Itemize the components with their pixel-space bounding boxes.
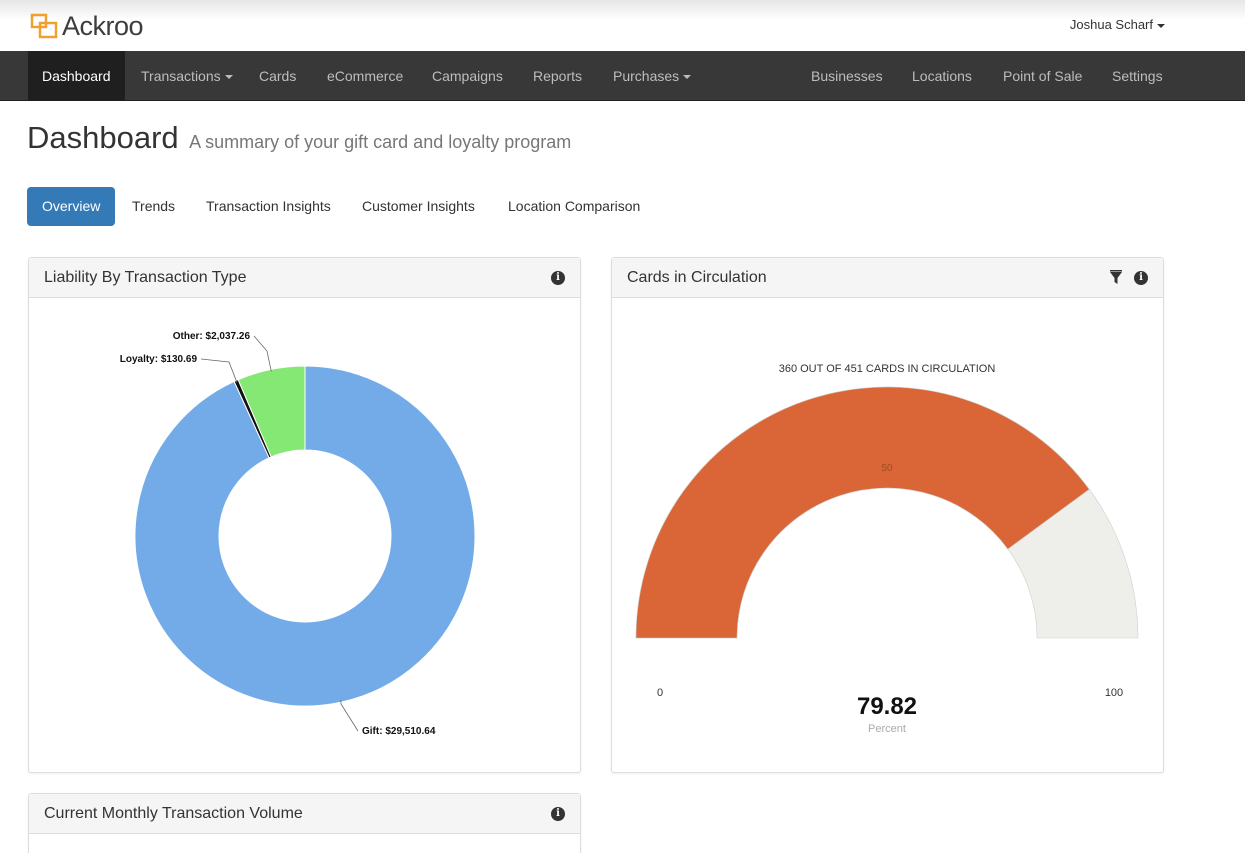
nav-label: Point of Sale: [1003, 68, 1083, 84]
user-menu[interactable]: Joshua Scharf: [1070, 17, 1165, 32]
nav-label: Campaigns: [432, 68, 503, 84]
monthly-volume-panel: Current Monthly Transaction Volume i: [28, 793, 581, 853]
liability-donut-chart: Gift: $29,510.64 Loyalty: $130.69 Other: $…: [120, 331, 476, 737]
page-title: Dashboard A summary of your gift card an…: [27, 120, 571, 156]
gauge-value: 79.82: [857, 693, 917, 720]
tab-label: Trends: [132, 198, 176, 214]
nav-transactions[interactable]: Transactions: [127, 51, 247, 101]
nav-label: Reports: [533, 68, 583, 84]
tab-transaction-insights[interactable]: Transaction Insights: [191, 187, 346, 226]
donut-label-other: Other: $2,037.26: [173, 331, 251, 342]
nav-label: Cards: [259, 68, 297, 84]
tab-label: Transaction Insights: [206, 198, 331, 214]
gauge-min-label: 0: [657, 687, 663, 699]
panel-heading: Cards in Circulation i: [612, 258, 1163, 298]
donut-label-loyalty: Loyalty: $130.69: [120, 354, 198, 365]
donut-label-gift: Gift: $29,510.64: [362, 726, 436, 737]
gauge-max-label: 100: [1105, 687, 1123, 699]
nav-label: Settings: [1112, 68, 1163, 84]
info-icon[interactable]: i: [551, 807, 565, 821]
page-title-text: Dashboard: [27, 120, 179, 155]
panel-title: Current Monthly Transaction Volume: [44, 805, 303, 822]
tab-trends[interactable]: Trends: [117, 187, 190, 226]
tab-label: Overview: [42, 198, 101, 214]
donut-connector-other: [253, 335, 272, 372]
chevron-down-icon: [224, 75, 233, 80]
nav-cards[interactable]: Cards: [245, 51, 310, 101]
gauge-fill: [635, 386, 1090, 639]
gauge-tick-label: 50: [881, 463, 893, 474]
nav-ecommerce[interactable]: eCommerce: [313, 51, 417, 101]
gauge-caption: 360 OUT OF 451 CARDS IN CIRCULATION: [779, 363, 996, 375]
nav-label: eCommerce: [327, 68, 404, 84]
donut-slice-gift[interactable]: [134, 365, 476, 707]
info-icon[interactable]: i: [1134, 271, 1148, 285]
nav-label: Transactions: [141, 68, 221, 84]
page-subtitle: A summary of your gift card and loyalty …: [189, 132, 572, 152]
gauge-unit-label: Percent: [868, 723, 906, 735]
tab-label: Location Comparison: [508, 198, 641, 214]
tab-label: Customer Insights: [362, 198, 475, 214]
chevron-down-icon: [1157, 23, 1165, 28]
panel-heading: Liability By Transaction Type i: [29, 258, 580, 298]
logo-mark-icon: [30, 13, 58, 39]
brand-name: Ackroo: [62, 10, 144, 41]
nav-label: Locations: [912, 68, 972, 84]
info-icon[interactable]: i: [551, 271, 565, 285]
panel-title: Cards in Circulation: [627, 269, 767, 286]
donut-connector-loyalty: [200, 358, 238, 383]
nav-point-of-sale[interactable]: Point of Sale: [989, 51, 1096, 101]
filter-icon[interactable]: [1109, 270, 1123, 286]
tab-location-comparison[interactable]: Location Comparison: [493, 187, 655, 226]
nav-label: Businesses: [811, 68, 883, 84]
nav-campaigns[interactable]: Campaigns: [418, 51, 517, 101]
ackroo-logo[interactable]: Ackroo: [30, 10, 144, 42]
nav-locations[interactable]: Locations: [898, 51, 986, 101]
user-name: Joshua Scharf: [1069, 17, 1153, 32]
nav-businesses[interactable]: Businesses: [797, 51, 897, 101]
nav-reports[interactable]: Reports: [519, 51, 596, 101]
nav-label: Purchases: [613, 68, 680, 84]
brand-bar: Ackroo Joshua Scharf: [0, 0, 1245, 51]
circulation-panel: Cards in Circulation i 360 OUT OF 451 CA…: [611, 257, 1164, 773]
donut-connector-gift: [340, 700, 359, 732]
nav-label: Dashboard: [42, 68, 111, 84]
nav-purchases[interactable]: Purchases: [599, 51, 705, 101]
panel-title: Liability By Transaction Type: [44, 269, 247, 286]
main-navbar: Dashboard Transactions Cards eCommerce C…: [0, 51, 1245, 101]
circulation-gauge-chart: 360 OUT OF 451 CARDS IN CIRCULATION 50 0 10…: [635, 363, 1139, 735]
tab-customer-insights[interactable]: Customer Insights: [347, 187, 490, 226]
tab-overview[interactable]: Overview: [27, 187, 116, 226]
liability-panel: Liability By Transaction Type i Gift: $2…: [28, 257, 581, 773]
donut-slice-other[interactable]: [237, 365, 306, 458]
nav-settings[interactable]: Settings: [1098, 51, 1177, 101]
nav-dashboard[interactable]: Dashboard: [28, 51, 125, 101]
panel-heading: Current Monthly Transaction Volume i: [29, 794, 580, 834]
chevron-down-icon: [683, 75, 692, 80]
